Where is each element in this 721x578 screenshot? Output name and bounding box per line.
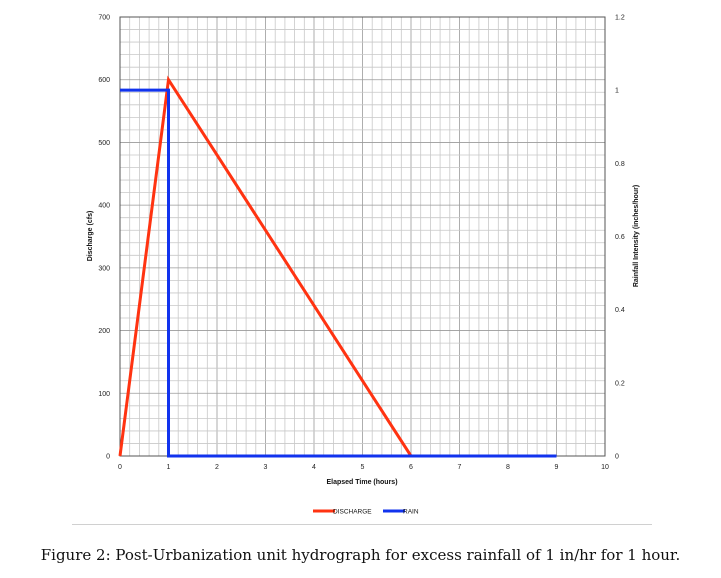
- x-tick-label: 1: [167, 464, 171, 471]
- legend-label-discharge: DISCHARGE: [333, 509, 372, 516]
- y-tick-label: 300: [98, 265, 110, 272]
- y2-tick-label: 1.2: [615, 15, 625, 22]
- x-tick-label: 5: [361, 464, 365, 471]
- grid: [119, 16, 606, 457]
- y-tick-label: 100: [98, 391, 110, 398]
- tick-labels: 0 1 2 3 4 5 6 7 8 9 10010020030040050060070000.20.…: [98, 15, 625, 472]
- caption-separator: [72, 524, 652, 525]
- x-tick-label: 4: [312, 464, 316, 471]
- legend-label-rain: RAIN: [403, 509, 419, 516]
- legend: DISCHARGE RAIN: [313, 509, 419, 516]
- y-tick-label: 500: [98, 140, 110, 147]
- y2-tick-label: 1: [615, 88, 619, 95]
- x-tick-label: 10: [601, 464, 609, 471]
- y2-tick-label: 0.4: [615, 307, 625, 314]
- y-tick-label: 600: [98, 77, 110, 84]
- x-tick-label: 8: [506, 464, 510, 471]
- y-tick-label: 200: [98, 328, 110, 335]
- y-tick-label: 700: [98, 15, 110, 22]
- series-rain-line: [120, 88, 557, 458]
- x-axis-title: Elapsed Time (hours): [326, 479, 397, 486]
- figure-caption: Figure 2: Post-Urbanization unit hydrogr…: [40, 546, 681, 564]
- x-tick-label: 9: [555, 464, 559, 471]
- series-lines: [118, 75, 557, 458]
- x-tick-label: 7: [458, 464, 462, 471]
- hydrograph-chart: 0 1 2 3 4 5 6 7 8 9 10010020030040050060070000.20.…: [87, 15, 640, 516]
- y-axis-title: Discharge (cfs): [87, 211, 94, 262]
- y-tick-label: 0: [106, 454, 110, 461]
- y2-tick-label: 0.6: [615, 234, 625, 241]
- y2-tick-label: 0: [615, 454, 619, 461]
- y2-axis-title: Rainfall Intensity (inches/hour): [633, 185, 640, 287]
- x-tick-label: 2: [215, 464, 219, 471]
- y-tick-label: 400: [98, 203, 110, 210]
- x-tick-label: 3: [264, 464, 268, 471]
- x-tick-label: 0: [118, 464, 122, 471]
- y2-tick-label: 0.2: [615, 380, 625, 387]
- y2-tick-label: 0.8: [615, 161, 625, 168]
- x-tick-label: 6: [409, 464, 413, 471]
